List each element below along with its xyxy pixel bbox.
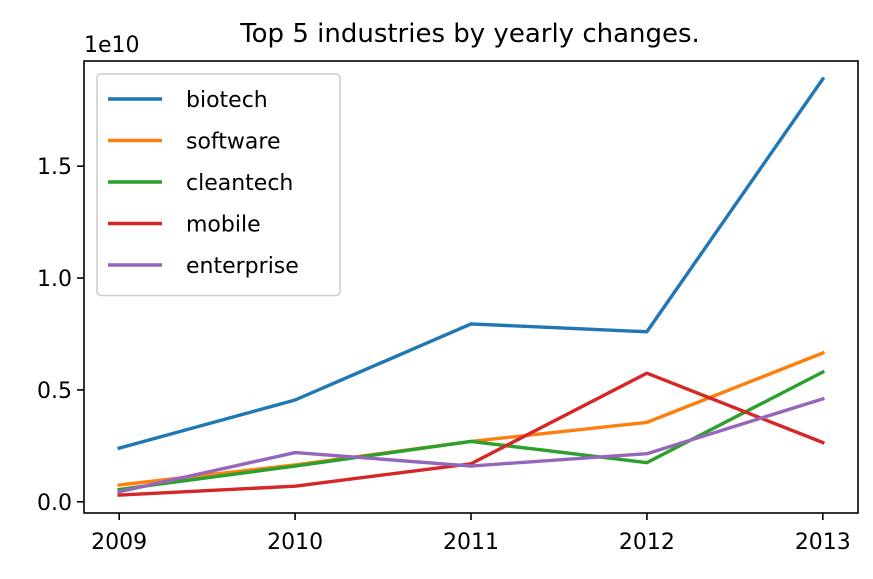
y-tick-label: 1.0 (37, 267, 72, 292)
series-layer (117, 76, 826, 497)
x-tick-label: 2011 (443, 530, 499, 555)
legend-label-cleantech: cleantech (186, 171, 293, 196)
series-line-enterprise (117, 396, 825, 494)
y-tick-label: 1.5 (37, 155, 72, 180)
legend-box (96, 73, 341, 297)
x-tick-label: 2012 (619, 530, 675, 555)
y-tick-label: 0.0 (37, 491, 72, 516)
x-tick-label: 2013 (795, 530, 851, 555)
series-line-mobile (117, 371, 826, 497)
series-line-biotech (117, 76, 826, 451)
y-axis-offset-label: 1e10 (84, 33, 140, 58)
legend-label-enterprise: enterprise (186, 254, 299, 279)
x-tick-label: 2010 (267, 530, 323, 555)
legend: biotech software cleantech mobile enterprise (96, 73, 341, 297)
axes-layer: 2009 2010 2011 2012 2013 0.0 0.5 1.0 1.5 (37, 155, 851, 555)
legend-label-mobile: mobile (186, 213, 261, 238)
series-line-cleantech (117, 369, 826, 492)
y-tick-label: 0.5 (37, 379, 72, 404)
x-tick-label: 2009 (91, 530, 147, 555)
legend-label-software: software (186, 130, 280, 155)
legend-label-biotech: biotech (186, 88, 268, 113)
chart-title: Top 5 industries by yearly changes. (239, 19, 700, 49)
